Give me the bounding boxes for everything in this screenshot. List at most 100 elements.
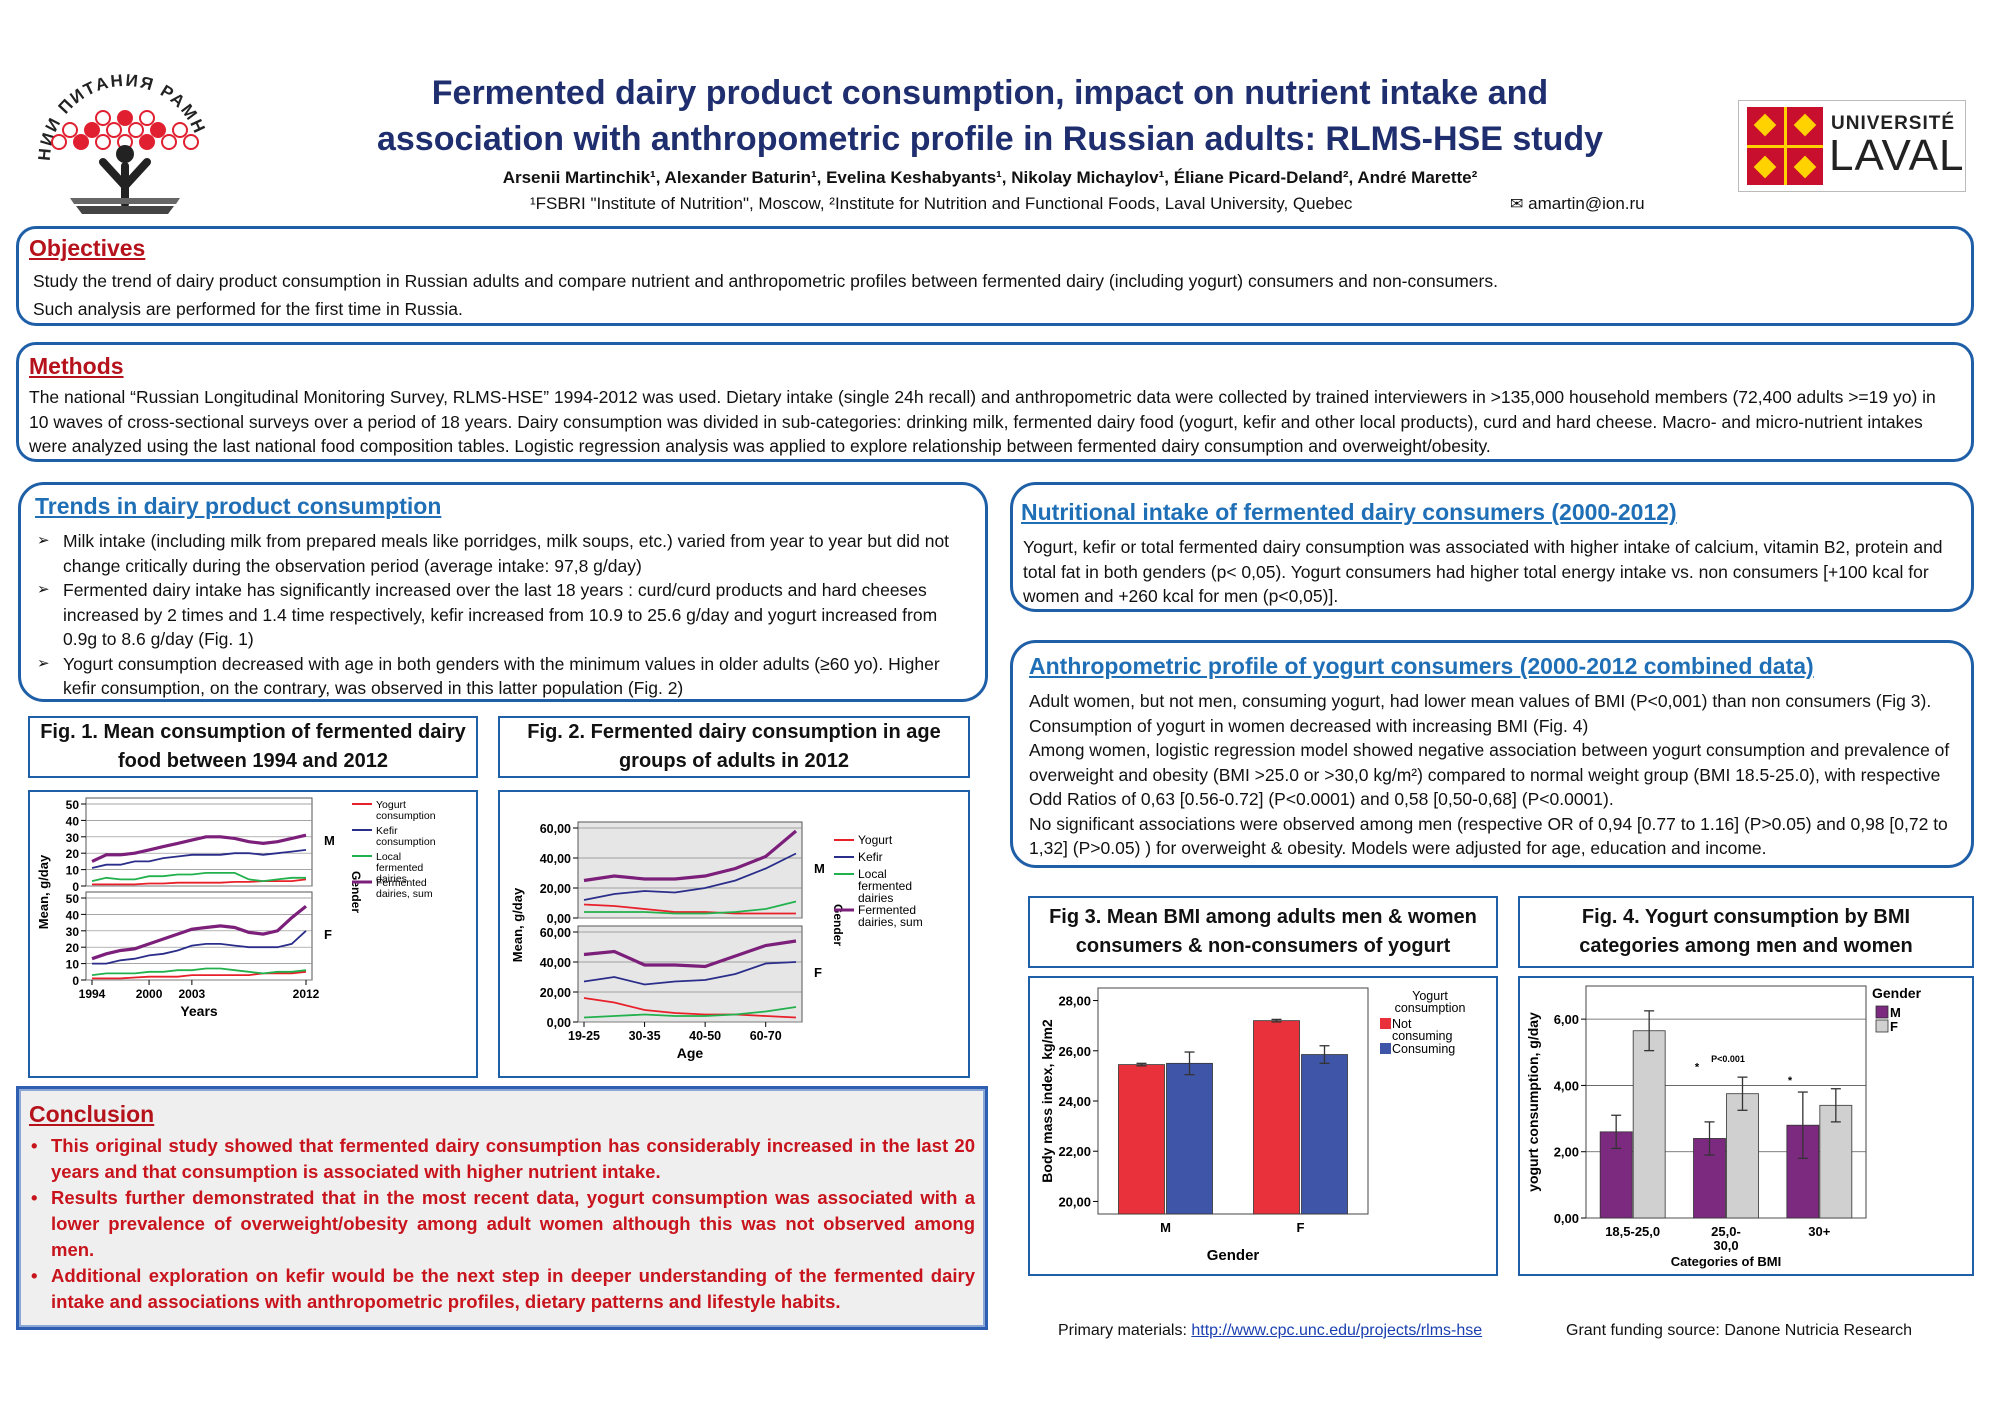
plot-panel: [577, 821, 803, 919]
anthropometric-panel: Anthropometric profile of yogurt consume…: [1010, 640, 1974, 868]
bar-consuming-1: [1301, 1054, 1348, 1215]
significance-star: *: [1695, 1062, 1700, 1074]
title-line-2: association with anthropometric profile …: [376, 120, 1604, 158]
legend-label: dairies: [376, 873, 407, 885]
fig2-title: Fig. 2. Fermented dairy consumption in a…: [498, 716, 970, 778]
plot-panel: [577, 925, 803, 1023]
series-line-local-fermented-dairies: [584, 900, 797, 915]
laval-crest-icon: [1747, 107, 1823, 185]
email-block: ✉ amartin@ion.ru: [1510, 194, 1645, 214]
y-tick-label: 0,00: [547, 1016, 571, 1030]
y-tick-label: 20: [66, 847, 80, 861]
methods-title: Methods: [29, 353, 124, 379]
y-tick-label: 20,00: [540, 882, 571, 896]
y-tick-label: 60,00: [540, 926, 571, 940]
anthropometric-p1: Adult women, but not men, consuming yogu…: [1029, 691, 1932, 736]
legend-label: Fermented: [376, 877, 427, 889]
y-tick-label: 0: [72, 880, 79, 894]
conclusion-list: This original study showed that fermente…: [27, 1133, 975, 1315]
x-axis-label: Years: [180, 1003, 218, 1019]
y-tick-label: 30: [66, 831, 80, 845]
legend-label: M: [1890, 1005, 1901, 1020]
x-tick-label: F: [1297, 1220, 1305, 1235]
y-tick-label: 6,00: [1554, 1012, 1579, 1027]
footer-primary: Primary materials: http://www.cpc.unc.ed…: [1058, 1322, 1482, 1340]
methods-panel: Methods The national “Russian Longitudin…: [16, 342, 1974, 462]
email-text[interactable]: amartin@ion.ru: [1528, 194, 1645, 213]
legend-label: consuming: [1392, 1029, 1452, 1043]
gender-panel-label: F: [324, 927, 332, 942]
fig3-chart-box: 20,00 22,00 24,00 26,00 28,00 M F Gender Body ma…: [1028, 976, 1498, 1276]
conclusion-bullet-3: Additional exploration on kefir would be…: [27, 1263, 975, 1315]
bar-f-1: [1726, 1093, 1759, 1219]
x-axis-label: Age: [677, 1045, 704, 1061]
footer-grant: Grant funding source: Danone Nutricia Re…: [1566, 1322, 1912, 1339]
trends-bullet-3: Yogurt consumption decreased with age in…: [33, 652, 973, 701]
logo-dot: [139, 110, 155, 126]
y-tick-label: 30: [66, 925, 80, 939]
y-tick-label: 40: [66, 814, 80, 828]
fig1-chart-box: 0 10 20 30 40 50 M 0 10 20 30 40 50 F 1994 2000 2003 2012…: [28, 790, 478, 1078]
bar-not-consuming-0: [1118, 1064, 1165, 1215]
legend-label: dairies: [858, 891, 893, 905]
y-axis-label: Mean, g/day: [510, 887, 525, 962]
series-line-fermented-dairies-sum: [91, 904, 308, 961]
y-tick-label: 20,00: [540, 986, 571, 1000]
footer-primary-label: Primary materials:: [1058, 1322, 1192, 1339]
bar-m-2: [1786, 1124, 1820, 1219]
series-line-kefir: [583, 852, 797, 901]
legend-label: fermented: [858, 879, 912, 893]
x-tick-label: 25,0-: [1711, 1224, 1741, 1239]
series-line-kefir: [583, 961, 797, 986]
right-logo: UNIVERSITÉ LAVAL: [1738, 100, 1966, 192]
nutritional-text: Yogurt, kefir or total fermented dairy c…: [1023, 537, 1943, 606]
y-tick-label: 24,00: [1058, 1094, 1091, 1109]
trends-title: Trends in dairy product consumption: [35, 493, 442, 519]
series-line-yogurt: [583, 997, 797, 1019]
footer-primary-link[interactable]: http://www.cpc.unc.edu/projects/rlms-hse: [1191, 1322, 1483, 1339]
legend-label: Yogurt: [858, 833, 893, 847]
logo-dot: [183, 134, 199, 150]
objectives-line-1: Study the trend of dairy product consump…: [33, 271, 1498, 291]
x-tick-label: 18,5-25,0: [1605, 1224, 1660, 1239]
legend-swatch: [1875, 1019, 1889, 1033]
y-tick-label: 50: [66, 892, 80, 906]
trends-panel: Trends in dairy product consumption Milk…: [18, 482, 988, 702]
fig4-chart: 0,00 2,00 4,00 6,00 18,5-25,0 25,0-30,0 30+ Cat…: [1525, 985, 1922, 1269]
legend-label: dairies, sum: [376, 888, 433, 900]
y-tick-label: 40,00: [540, 956, 571, 970]
y-tick-label: 26,00: [1058, 1044, 1091, 1059]
title-line-1: Fermented dairy product consumption, imp…: [431, 74, 1549, 112]
legend-swatch: [1875, 1005, 1889, 1019]
legend-label: Local: [376, 851, 401, 863]
series-line-yogurt: [583, 903, 796, 915]
y-axis-label: Body mass index, kg/m2: [1039, 1019, 1055, 1183]
legend-title: Yogurt: [1412, 989, 1448, 1003]
logo-dot: [84, 122, 100, 138]
y-tick-label: 10: [66, 958, 80, 972]
laval-logo-line1: UNIVERSITÉ: [1831, 113, 1956, 134]
fig4-title: Fig. 4. Yogurt consumption by BMI catego…: [1518, 896, 1974, 968]
fig3-chart: 20,00 22,00 24,00 26,00 28,00 M F Gender Body ma…: [1039, 987, 1465, 1264]
nutritional-panel: Nutritional intake of fermented dairy co…: [1010, 482, 1974, 612]
legend-label: consumption: [376, 810, 436, 822]
x-tick-label: 19-25: [568, 1029, 600, 1043]
series-line-fermented-dairies-sum: [583, 939, 797, 969]
y-tick-label: 2,00: [1554, 1145, 1579, 1160]
y-tick-label: 0,00: [1554, 1211, 1579, 1226]
legend-label: Yogurt: [376, 799, 406, 811]
series-line-local-fermented-dairies: [91, 872, 306, 883]
legend-swatch: [1380, 1018, 1391, 1029]
logo-dot: [106, 122, 122, 138]
fig3-title: Fig 3. Mean BMI among adults men & women…: [1028, 896, 1498, 968]
objectives-title: Objectives: [29, 235, 146, 261]
legend-label: Kefir: [376, 825, 398, 837]
logo-dot: [150, 122, 166, 138]
plot-panel: [85, 891, 313, 981]
y-tick-label: 0: [72, 974, 79, 988]
logo-dot: [172, 122, 188, 138]
gender-panel-label: F: [814, 965, 822, 980]
x-tick-label: M: [1160, 1220, 1171, 1235]
objectives-panel: Objectives Study the trend of dairy prod…: [16, 226, 1974, 326]
fig2-chart: 0,00 20,00 40,00 60,00 M 0,00 20,00 40,00 60,00 F…: [510, 821, 923, 1061]
